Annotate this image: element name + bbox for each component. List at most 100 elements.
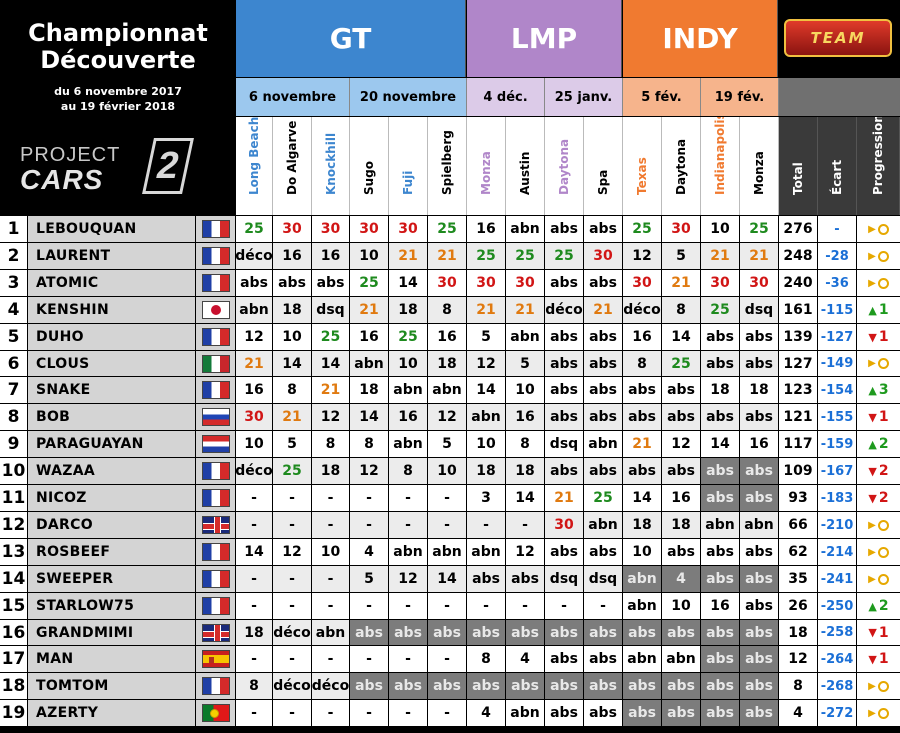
total-cell: 248	[779, 243, 817, 269]
flag-cell	[196, 270, 235, 296]
result-cell: 25	[545, 243, 583, 269]
result-cell: abs	[428, 620, 466, 645]
ecart-cell: -264	[818, 646, 856, 672]
stable-icon: ▶	[868, 519, 876, 531]
result-cell: -	[428, 485, 466, 511]
result-cell: 21	[236, 351, 272, 376]
ecart-cell: -214	[818, 539, 856, 565]
result-cell: -	[389, 512, 427, 538]
result-cell: abs	[584, 673, 622, 699]
result-cell: déco	[273, 673, 311, 699]
result-cell: 18	[389, 297, 427, 323]
result-cell: abs	[236, 270, 272, 296]
progression-value: 2	[878, 463, 889, 479]
flag-cell	[196, 673, 235, 699]
rank-cell: 4	[0, 297, 27, 323]
result-cell: 21	[545, 485, 583, 511]
result-cell: abs	[740, 485, 778, 511]
total-cell: 12	[779, 646, 817, 672]
result-cell: 18	[506, 458, 544, 484]
track-header: Spa	[584, 117, 623, 215]
result-cell: 25	[701, 297, 739, 323]
result-cell: -	[236, 566, 272, 592]
result-cell: 10	[236, 431, 272, 457]
rank-cell: 3	[0, 270, 27, 296]
result-cell: -	[467, 593, 505, 619]
result-cell: 16	[623, 324, 661, 350]
track-header: Daytona	[545, 117, 584, 215]
arrow-up-icon: ▲	[868, 303, 877, 317]
result-cell: abs	[506, 620, 544, 645]
result-cell: 25	[506, 243, 544, 269]
summary-header: Progression	[857, 117, 900, 215]
result-cell: -	[545, 593, 583, 619]
total-cell: 66	[779, 512, 817, 538]
stable-icon: ▶	[868, 223, 876, 235]
result-cell: abs	[662, 404, 700, 430]
progression-cell: ▶	[857, 673, 900, 699]
track-header: Indianapolis	[701, 117, 740, 215]
total-cell: 139	[779, 324, 817, 350]
flag-cell	[196, 512, 235, 538]
progression-value: 2	[878, 490, 889, 506]
progression-value: 2	[878, 436, 889, 452]
result-cell: abs	[701, 458, 739, 484]
progression-cell: ▶	[857, 539, 900, 565]
result-cell: 5	[467, 324, 505, 350]
result-cell: abs	[389, 620, 427, 645]
result-cell: 4	[662, 566, 700, 592]
stable-circle-icon	[877, 358, 889, 369]
result-cell: 21	[701, 243, 739, 269]
arrow-up-icon: ▲	[868, 383, 877, 397]
stable-icon: ▶	[868, 277, 876, 289]
driver-name: PARAGUAYAN	[28, 431, 195, 457]
result-cell: déco	[235, 243, 273, 269]
result-cell: -	[236, 593, 272, 619]
team-logo: TEAM	[780, 4, 896, 72]
result-cell: abs	[467, 566, 505, 592]
result-cell: -	[428, 700, 466, 726]
result-cell: -	[236, 700, 272, 726]
track-label: Sugo	[362, 160, 376, 195]
result-cell: 8	[273, 377, 311, 403]
flag-uk-icon	[201, 623, 230, 642]
driver-name: STARLOW75	[28, 593, 195, 619]
flag-fr-icon	[201, 247, 230, 265]
flag-fr-icon	[201, 543, 230, 561]
result-cell: déco	[545, 297, 583, 323]
result-cell: 18	[740, 377, 778, 403]
result-cell: -	[312, 700, 349, 726]
result-cell: 5	[428, 431, 466, 457]
stable-circle-icon	[877, 707, 889, 719]
result-cell: -	[236, 512, 272, 538]
result-cell: 30	[350, 216, 388, 242]
result-cell: 16	[467, 216, 505, 242]
result-cell: 16	[312, 243, 349, 269]
flag-cell	[196, 377, 235, 403]
result-cell: 18	[236, 620, 272, 645]
arrow-up-icon: ▲	[868, 599, 877, 613]
track-label: Spielberg	[440, 130, 454, 195]
flag-cell	[196, 297, 235, 323]
flag-cell	[196, 243, 235, 269]
rank-cell: 17	[0, 646, 27, 672]
result-cell: 3	[467, 485, 505, 511]
progression-value: 1	[878, 302, 889, 318]
result-cell: -	[312, 485, 349, 511]
result-cell: 18	[350, 377, 388, 403]
driver-name: SNAKE	[28, 377, 195, 403]
rank-cell: 12	[0, 512, 27, 538]
summary-header: Total	[779, 117, 818, 215]
result-cell: 14	[389, 270, 427, 296]
result-cell: abn	[389, 377, 427, 403]
result-cell: 18	[467, 458, 505, 484]
result-cell: -	[350, 646, 388, 672]
result-cell: 8	[312, 431, 349, 457]
result-cell: 16	[506, 404, 544, 430]
result-cell: abs	[545, 646, 583, 672]
rank-cell: 9	[0, 431, 27, 457]
result-cell: abs	[701, 620, 739, 645]
progression-value: 1	[878, 409, 889, 425]
result-cell: abs	[740, 593, 778, 619]
result-cell: abs	[584, 351, 622, 376]
